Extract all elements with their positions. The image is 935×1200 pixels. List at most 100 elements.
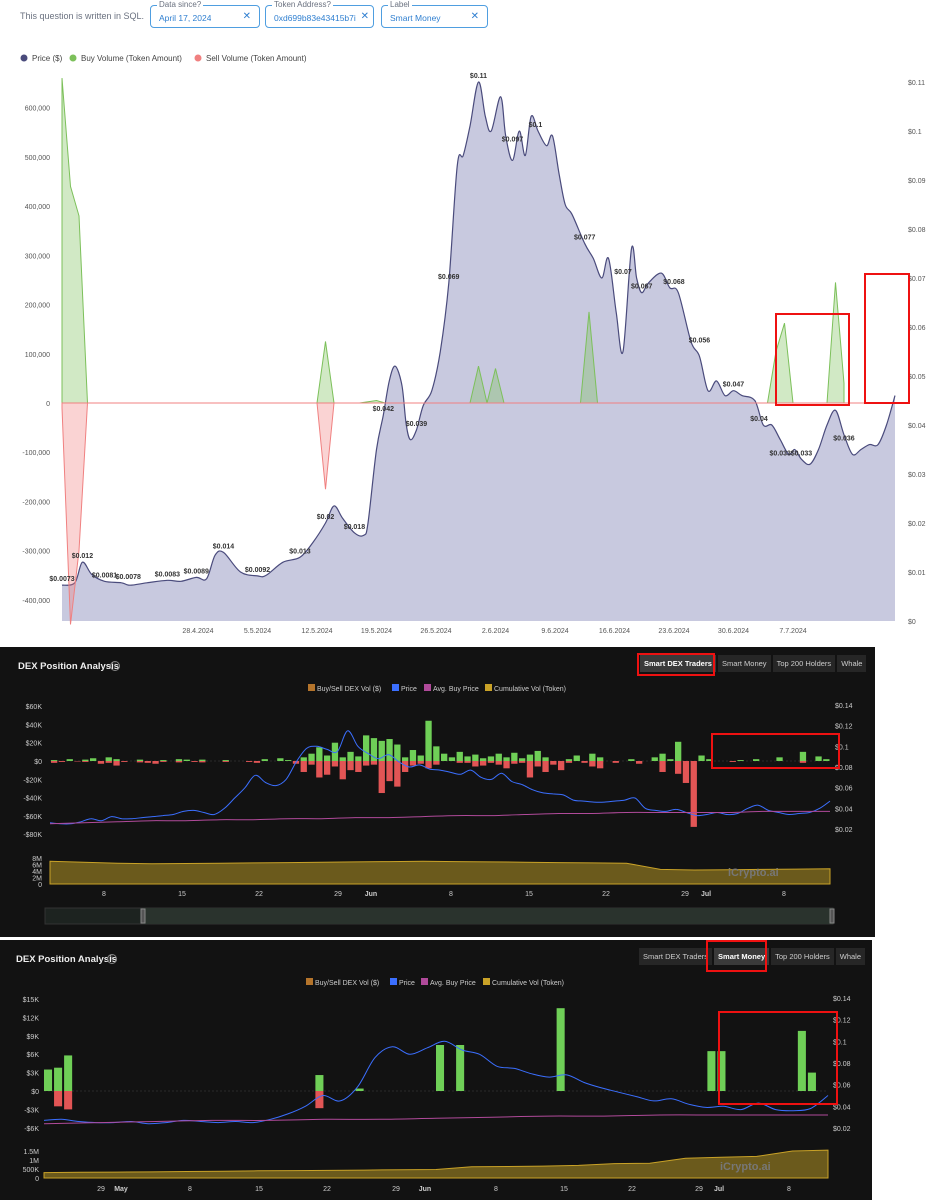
buy-bar [136,759,144,761]
navigator-handle [140,908,146,924]
buy-bar [316,747,323,761]
price-line [61,81,896,586]
sell-bar [191,761,198,762]
y-left-tick: 200,000 [25,303,50,310]
price-label: $0.036 [833,436,855,443]
buy-bar [480,758,487,761]
sell-bar [363,761,370,766]
label-field[interactable]: Label Smart Money ✕ [381,0,488,28]
sell-bar [682,761,690,783]
cum-tick: 8M [32,856,42,863]
highlight-box [718,1011,838,1105]
y-left-tick: $9K [27,1034,40,1041]
y-left-tick: $6K [27,1052,40,1059]
sell-bar [503,761,510,769]
buy-bar [331,742,339,761]
y-left-tick: $40K [26,722,43,729]
sell-bar [487,761,495,763]
legend-label: Price [399,980,415,987]
price-label: $0.013 [289,548,311,555]
x-tick: 29 [334,891,342,898]
y-left-tick: 300,000 [25,253,50,260]
y-left-tick: -100,000 [22,450,50,457]
sell-bar [589,761,596,767]
clear-icon[interactable]: ✕ [360,11,369,22]
buy-bar [409,750,417,761]
highlight-box [775,313,850,406]
y-left-tick: -300,000 [22,549,50,556]
clear-icon[interactable]: ✕ [470,11,479,22]
sell-bar [558,761,565,771]
clear-icon[interactable]: ✕ [242,11,251,22]
cumulative-vol-area [43,1149,829,1179]
dex-chart-2-svg: Buy/Sell DEX Vol ($) Price Avg. Buy Price C… [23,978,851,1193]
sell-bar [394,761,401,787]
buy-bar [222,760,229,761]
tab-top-200-holders[interactable]: Top 200 Holders [772,655,836,672]
price-label: $0.033 [791,450,813,457]
legend-label: Buy/Sell DEX Vol ($) [317,686,381,693]
x-tick: 8 [787,1186,791,1193]
y-left-tick: $0 [31,1089,39,1096]
x-tick: 28.4.2024 [182,628,213,635]
x-tick: 29 [681,891,689,898]
tab-whale[interactable]: Whale [835,948,866,965]
data-since-value: April 17, 2024 [159,13,212,23]
sell-bar [316,761,323,778]
legend-marker [424,684,431,691]
tab-smart-money[interactable]: Smart Money [717,655,771,672]
token-address-field[interactable]: Token Address? 0xd699b83e43415b7i ✕ [265,0,374,28]
buy-bar [565,759,573,761]
x-tick: 8 [102,891,106,898]
sell-bar [355,761,362,772]
data-since-field[interactable]: Data since? April 17, 2024 ✕ [150,0,260,28]
x-tick: 2.6.2024 [482,628,509,635]
buy-bar [441,753,448,761]
price-label: $0.039 [406,421,428,428]
token-address-value: 0xd699b83e43415b7i [274,13,356,23]
buy-bar [807,1072,816,1091]
sell-bar [425,761,432,769]
tab-smart-money[interactable]: Smart Money [714,948,770,965]
tab-top-200-holders[interactable]: Top 200 Holders [771,948,834,965]
cum-tick: 0 [35,1176,39,1183]
price-label: $0.0092 [245,567,270,574]
legend-label: Price [401,686,417,693]
buy-bar [66,759,73,761]
buy-bar [160,760,167,761]
buy-bar [659,753,666,761]
buy-bar [737,760,744,761]
sell-bar [386,761,393,782]
tab-whale[interactable]: Whale [837,655,867,672]
highlight-box [711,733,840,769]
buy-bar [315,1075,324,1091]
legend-marker [485,684,492,691]
info-icon[interactable]: i [107,954,117,964]
x-tick: 29 [97,1186,105,1193]
y-right-tick: $0.01 [908,570,926,577]
x-tick: 5.5.2024 [244,628,271,635]
buy-bar [90,758,97,761]
sell-bar [402,761,409,772]
legend-marker [69,54,77,62]
x-tick: 8 [188,1186,192,1193]
x-tick: 19.5.2024 [361,628,392,635]
y-right-tick: $0.08 [835,765,853,772]
legend-label: Cumulative Vol (Token) [492,980,564,987]
sell-bar [300,761,307,772]
sell-bar [105,761,112,763]
buy-bar [261,759,268,761]
sell-bar [160,761,167,762]
sell-bar [534,761,541,767]
tab-smart-dex-traders[interactable]: Smart DEX Traders [640,655,716,672]
y-right-tick: $0.14 [833,996,851,1003]
buy-bar [753,759,760,761]
navigator-handle [829,908,835,924]
buy-bar [797,1030,806,1091]
sell-bar [113,761,120,766]
sell-bar [690,761,697,827]
price-label: $0.018 [344,524,366,531]
tab-smart-dex-traders[interactable]: Smart DEX Traders [639,948,713,965]
info-icon[interactable]: i [110,661,120,671]
navigator-selection [143,908,833,924]
